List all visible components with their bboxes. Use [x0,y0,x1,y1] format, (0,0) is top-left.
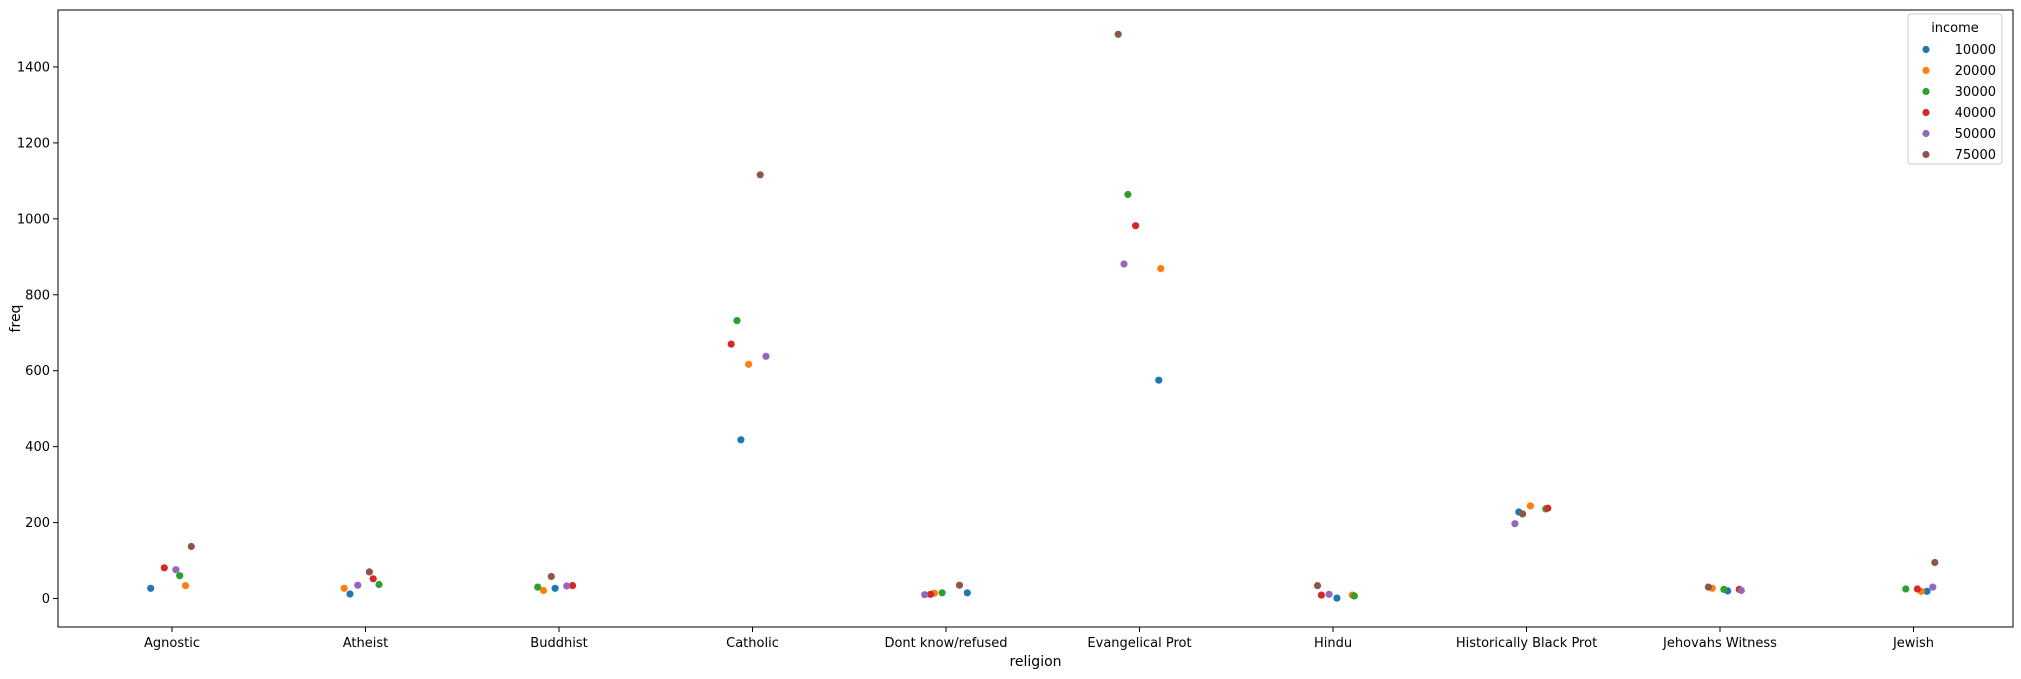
y-tick-label: 400 [25,440,50,455]
data-point [733,317,741,325]
x-tick-label: Buddhist [530,636,587,651]
data-point [1519,510,1527,518]
legend-marker [1922,129,1930,138]
data-point [1325,590,1333,598]
data-point [187,542,195,551]
legend-title: income [1931,21,1979,36]
data-point [176,572,184,580]
axes-frame [57,9,2014,628]
x-axis-label: religion [1009,654,1061,670]
data-point [354,581,362,589]
legend-label: 30000 [1955,85,1996,100]
data-point [1313,582,1322,590]
data-point [1526,502,1534,510]
x-tick-label: Agnostic [144,636,200,651]
data-point [1913,585,1921,593]
data-point [1720,585,1728,594]
x-tick-label: Historically Black Prot [1456,636,1597,651]
data-point [1333,594,1341,602]
legend-marker [1922,150,1930,159]
y-axis-label: freq [8,305,24,333]
y-tick-label: 1200 [17,136,50,151]
data-point [181,582,190,590]
x-tick-label: Catholic [726,636,779,651]
data-point [551,584,559,592]
legend-label: 40000 [1955,106,1996,121]
data-point [346,590,354,598]
data-points [147,30,1939,602]
data-point [375,580,383,589]
data-point [938,589,946,597]
y-tick-label: 0 [42,592,50,607]
plot-area [57,9,2014,628]
data-point [1157,265,1165,273]
x-axis: Agnostic Atheist Buddhist Catholic Dont know… [144,627,1934,651]
legend-marker [1922,108,1930,117]
data-point [737,436,745,444]
data-point [1929,583,1937,591]
y-tick-label: 200 [25,516,50,531]
y-axis: 0 200 400 600 800 1000 1200 1400 [17,60,58,607]
data-point [727,340,735,348]
x-tick-label: Jewish [1892,636,1934,651]
data-point [365,568,373,576]
data-point [340,584,348,592]
data-point [147,584,155,592]
data-point [1902,585,1910,593]
data-point [1511,520,1519,528]
data-point [539,586,548,595]
data-point [963,589,971,597]
data-point [568,582,577,590]
y-tick-label: 800 [25,288,50,303]
data-point [921,591,929,599]
data-point [1120,260,1128,268]
data-point [563,582,571,590]
legend-marker [1922,66,1930,75]
x-tick-label: Dont know/refused [884,636,1007,651]
data-point [534,583,542,591]
x-tick-label: Hindu [1314,636,1352,651]
data-point [762,352,770,360]
data-point [1124,190,1132,199]
data-point [547,572,555,581]
legend-marker [1922,45,1930,54]
data-point [1931,558,1939,567]
data-point [1737,586,1745,595]
x-tick-label: Evangelical Prot [1087,636,1191,651]
data-point [756,171,764,179]
legend-marker [1922,87,1930,96]
legend-label: 75000 [1955,148,1996,163]
data-point [1923,587,1931,595]
y-tick-label: 1400 [17,60,50,75]
legend-label: 50000 [1955,127,1996,142]
data-point [369,575,377,583]
data-point [1114,30,1122,38]
legend: income 10000 20000 30000 40000 50000 75000 [1907,13,2003,165]
data-point [160,564,168,572]
data-point [1132,222,1140,230]
data-point [1544,504,1552,512]
data-point [1704,583,1712,591]
data-point [1350,592,1358,600]
x-tick-label: Atheist [343,636,388,651]
legend-box [1907,13,2003,165]
data-point [926,590,935,598]
legend-label: 20000 [1955,64,1996,79]
y-tick-label: 600 [25,364,50,379]
data-point [745,360,753,368]
y-tick-label: 1000 [17,212,50,227]
x-tick-label: Jehovahs Witness [1662,636,1777,651]
legend-label: 10000 [1955,43,1996,58]
data-point [1317,591,1325,599]
data-point [955,581,964,589]
legend-items: 10000 20000 30000 40000 50000 75000 [1922,43,1996,163]
data-point [1155,376,1163,384]
data-point [172,566,180,574]
